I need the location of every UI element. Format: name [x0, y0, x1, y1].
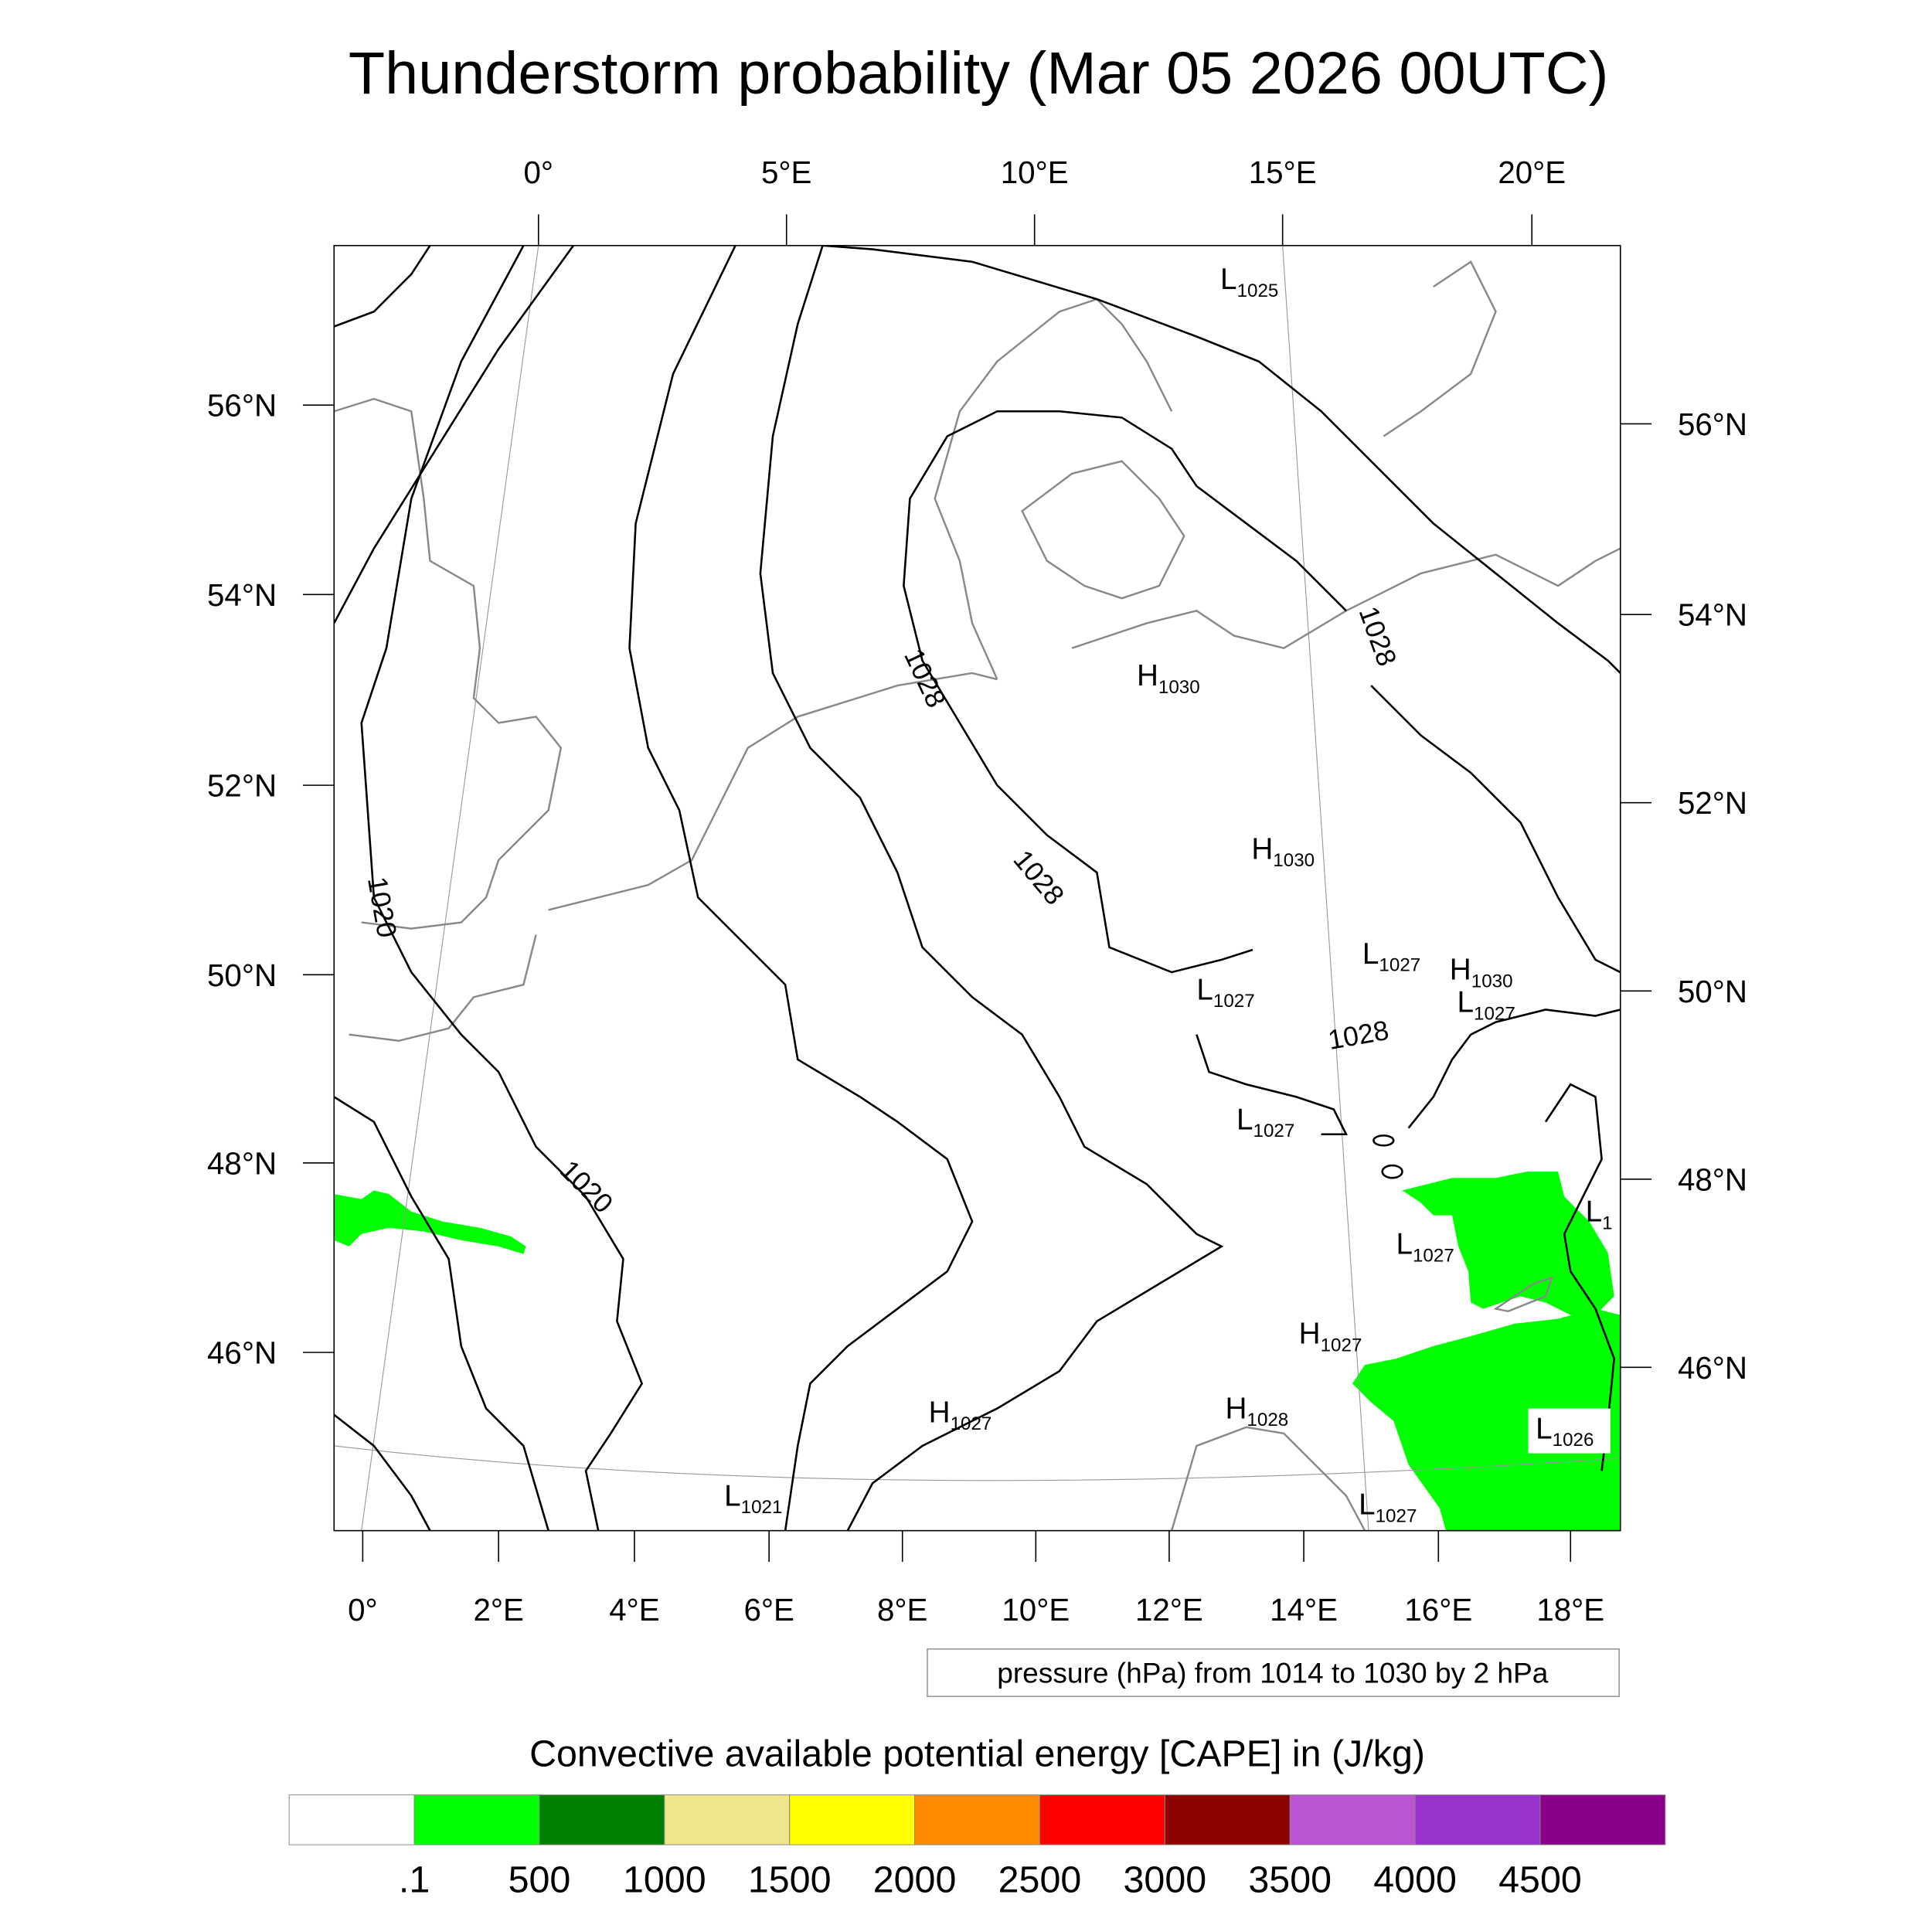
colorbar-label: 2000 — [873, 1859, 957, 1900]
tick-label: 52°N — [207, 768, 277, 804]
colorbar-swatch — [1289, 1794, 1416, 1845]
tick-label: 52°N — [1678, 785, 1747, 821]
tick-marks — [302, 214, 1652, 1562]
tick-label: 50°N — [207, 957, 277, 993]
tick-label: 56°N — [207, 388, 277, 423]
colorbar-swatch — [288, 1794, 415, 1845]
colorbar-swatch — [1414, 1794, 1541, 1845]
contour-label: 1020 — [362, 875, 403, 940]
tick-label: 16°E — [1404, 1592, 1472, 1628]
contour-label: 1028 — [1325, 1015, 1391, 1056]
tick-label: 46°N — [207, 1335, 277, 1371]
contour-label: 1028 — [1353, 602, 1403, 670]
svg-text:L1027: L1027 — [1396, 1228, 1454, 1267]
colorbar-label: 3500 — [1248, 1859, 1332, 1900]
svg-text:L1027: L1027 — [1359, 1488, 1417, 1527]
tick-label: 0° — [524, 155, 554, 190]
svg-text:L1027: L1027 — [1236, 1103, 1294, 1141]
tick-label: 6°E — [743, 1592, 794, 1628]
svg-text:H1030: H1030 — [1137, 659, 1200, 698]
svg-text:L1027: L1027 — [1362, 937, 1420, 976]
svg-text:L1026: L1026 — [1536, 1412, 1594, 1451]
tick-label: 14°E — [1270, 1592, 1338, 1628]
colorbar-labels: .1 500 1000 1500 2000 2500 3000 3500 4000 4500 — [399, 1859, 1582, 1900]
svg-text:L1: L1 — [1586, 1196, 1613, 1234]
cape-area-hungary — [1402, 1172, 1614, 1315]
tick-label: 46°N — [1678, 1350, 1747, 1386]
cape-area-balkans — [1352, 1308, 1621, 1531]
tick-label: 12°E — [1135, 1592, 1203, 1628]
tick-label: 50°N — [1678, 974, 1747, 1009]
tick-label: 10°E — [1002, 1592, 1070, 1628]
colorbar-swatch — [914, 1794, 1040, 1845]
tick-label: 48°N — [1678, 1162, 1747, 1197]
center-value: 1025 — [1237, 281, 1279, 301]
tick-label: 48°N — [207, 1145, 277, 1181]
svg-text:L1027: L1027 — [1196, 974, 1254, 1012]
contour-info-text: pressure (hPa) from 1014 to 1030 by 2 hP… — [997, 1656, 1549, 1689]
map-frame — [333, 244, 1621, 1532]
top-lon-labels: 0° 5°E 10°E 15°E 20°E — [524, 155, 1566, 190]
chart-title: Thunderstorm probability (Mar 05 2026 00… — [349, 40, 1609, 107]
svg-text:L1021: L1021 — [724, 1479, 782, 1518]
colorbar-swatch — [789, 1794, 916, 1845]
colorbar-label: .1 — [399, 1859, 430, 1900]
colorbar-label: 3000 — [1124, 1859, 1207, 1900]
isobar — [334, 245, 431, 328]
colorbar-swatch — [664, 1794, 791, 1845]
svg-text:H1028: H1028 — [1225, 1392, 1288, 1430]
colorbar-label: 4500 — [1498, 1859, 1582, 1900]
tick-label: 5°E — [761, 155, 811, 190]
colorbar-label: 1000 — [623, 1859, 706, 1900]
svg-text:H1030: H1030 — [1251, 832, 1315, 871]
tick-label: 8°E — [877, 1592, 927, 1628]
right-lat-labels: 56°N 54°N 52°N 50°N 48°N 46°N — [1678, 406, 1747, 1386]
svg-text:L1025: L1025 — [1220, 263, 1278, 301]
tick-label: 4°E — [609, 1592, 659, 1628]
colorbar-label: 1500 — [748, 1859, 832, 1900]
tick-label: 10°E — [1001, 155, 1069, 190]
tick-label: 15°E — [1249, 155, 1317, 190]
contour-label: 1020 — [554, 1155, 619, 1219]
contour-label: 1028 — [1008, 844, 1070, 910]
left-lat-labels: 56°N 54°N 52°N 50°N 48°N 46°N — [207, 388, 277, 1371]
tick-label: 0° — [348, 1592, 378, 1628]
bottom-lon-labels: 0° 2°E 4°E 6°E 8°E 10°E 12°E 14°E 16°E 1… — [348, 1592, 1604, 1628]
pressure-centers: L1025 H1030 H1030 L1027 H1030 L1027 L102… — [724, 263, 1613, 1526]
tick-label: 2°E — [473, 1592, 523, 1628]
colorbar-swatch — [1039, 1794, 1165, 1845]
colorbar-swatch — [539, 1794, 665, 1845]
tick-label: 54°N — [207, 577, 277, 613]
colorbar-swatch — [413, 1794, 540, 1845]
colorbar-swatch — [1164, 1794, 1291, 1845]
tick-label: 56°N — [1678, 406, 1747, 442]
tick-label: 54°N — [1678, 597, 1747, 633]
coastline — [334, 397, 563, 930]
colorbar-title: Convective available potential energy [C… — [529, 1733, 1425, 1774]
contour-info-box — [927, 1648, 1620, 1697]
tick-label: 20°E — [1498, 155, 1566, 190]
svg-text:L1027: L1027 — [1457, 986, 1515, 1025]
tick-label: 18°E — [1536, 1592, 1604, 1628]
colorbar — [288, 1794, 1666, 1845]
svg-text:H1030: H1030 — [1450, 954, 1513, 992]
colorbar-label: 500 — [509, 1859, 571, 1900]
svg-text:H1027: H1027 — [1299, 1318, 1362, 1356]
center-type: L — [1220, 263, 1237, 296]
colorbar-label: 2500 — [998, 1859, 1082, 1900]
colorbar-label: 4000 — [1373, 1859, 1457, 1900]
map-area: 1020 1020 1028 1028 1028 1028 L1025 H103… — [207, 155, 1747, 1628]
svg-text:H1027: H1027 — [929, 1396, 992, 1434]
colorbar-swatch — [1539, 1794, 1666, 1845]
cape-area-france — [334, 1190, 526, 1254]
